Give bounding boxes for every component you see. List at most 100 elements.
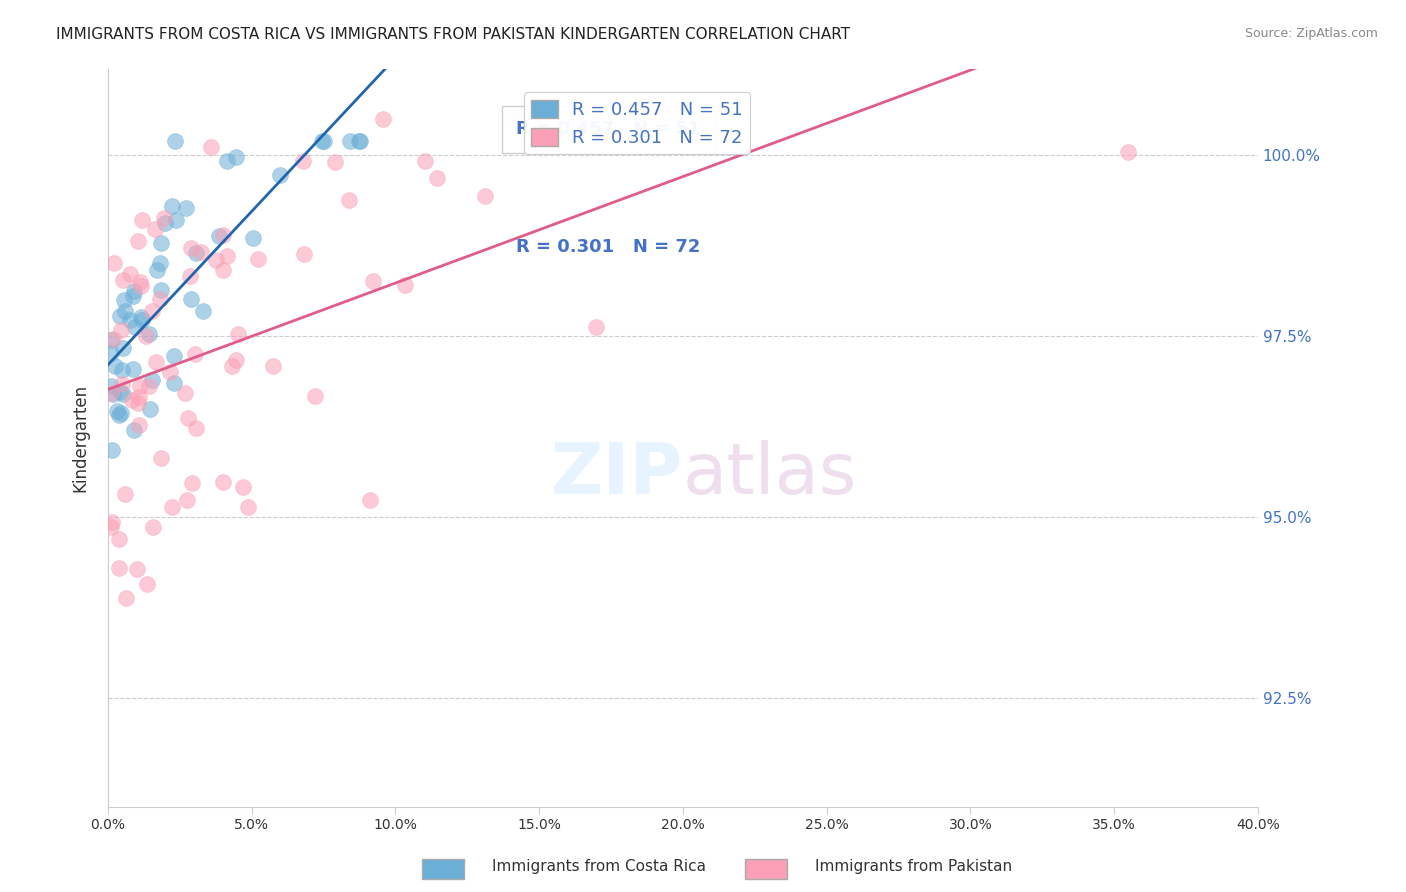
Point — [191, 304, 214, 318]
Point — [129, 310, 152, 324]
Point — [1118, 145, 1140, 159]
Point — [190, 245, 212, 260]
Point — [108, 385, 131, 400]
Point — [145, 355, 167, 369]
Point — [474, 189, 496, 203]
Point — [114, 487, 136, 501]
Text: Immigrants from Costa Rica: Immigrants from Costa Rica — [492, 859, 706, 874]
Point — [162, 376, 184, 390]
Point — [122, 284, 145, 298]
Text: IMMIGRANTS FROM COSTA RICA VS IMMIGRANTS FROM PAKISTAN KINDERGARTEN CORRELATION : IMMIGRANTS FROM COSTA RICA VS IMMIGRANTS… — [56, 27, 851, 42]
Point — [181, 475, 204, 490]
Point — [101, 387, 124, 401]
Point — [110, 406, 132, 420]
Point — [149, 256, 172, 270]
Point — [104, 359, 127, 374]
Point — [122, 423, 145, 437]
Point — [100, 520, 122, 534]
Point — [225, 150, 247, 164]
Point — [217, 248, 239, 262]
Point — [127, 234, 149, 248]
Point — [186, 246, 208, 260]
Legend: R = 0.457   N = 51, R = 0.301   N = 72: R = 0.457 N = 51, R = 0.301 N = 72 — [523, 92, 751, 154]
Point — [108, 561, 131, 575]
Point — [128, 390, 150, 404]
Point — [121, 289, 143, 303]
Point — [212, 262, 235, 277]
Point — [135, 329, 157, 343]
Point — [236, 500, 259, 514]
Text: R = 0.457   N = 51: R = 0.457 N = 51 — [516, 120, 700, 138]
Point — [323, 154, 346, 169]
Point — [141, 373, 163, 387]
Point — [111, 387, 134, 401]
Point — [111, 363, 134, 377]
Point — [179, 241, 201, 255]
Text: Source: ZipAtlas.com: Source: ZipAtlas.com — [1244, 27, 1378, 40]
Point — [347, 134, 370, 148]
Point — [135, 577, 157, 591]
Point — [138, 378, 160, 392]
Point — [371, 112, 394, 127]
Point — [100, 333, 122, 347]
Point — [100, 346, 122, 360]
Point — [180, 293, 202, 307]
Text: Immigrants from Pakistan: Immigrants from Pakistan — [815, 859, 1012, 874]
Point — [394, 278, 416, 293]
Point — [110, 322, 132, 336]
Point — [159, 365, 181, 379]
Point — [128, 379, 150, 393]
Point — [150, 236, 173, 251]
Point — [232, 480, 254, 494]
Point — [337, 193, 360, 207]
Point — [149, 451, 172, 466]
Point — [177, 411, 200, 425]
Point — [118, 268, 141, 282]
Point — [160, 500, 183, 515]
Point — [118, 313, 141, 327]
Point — [183, 346, 205, 360]
Point — [262, 359, 284, 374]
Point — [101, 515, 124, 529]
Point — [111, 376, 134, 391]
Point — [105, 403, 128, 417]
Point — [361, 274, 384, 288]
Point — [138, 402, 160, 417]
Point — [415, 154, 437, 169]
Point — [212, 227, 235, 242]
Point — [108, 532, 131, 546]
Point — [143, 222, 166, 236]
Point — [207, 229, 229, 244]
Point — [292, 154, 315, 169]
Point — [100, 378, 122, 392]
Point — [162, 199, 184, 213]
Point — [242, 231, 264, 245]
Point — [111, 273, 134, 287]
Point — [221, 359, 243, 373]
Point — [131, 313, 153, 327]
Text: ZIP: ZIP — [551, 440, 683, 509]
Point — [114, 304, 136, 318]
Point — [215, 153, 238, 168]
Point — [163, 349, 186, 363]
Point — [125, 562, 148, 576]
Point — [128, 275, 150, 289]
Point — [165, 212, 187, 227]
Point — [311, 134, 333, 148]
Point — [205, 252, 228, 267]
Point — [165, 134, 187, 148]
Point — [108, 310, 131, 324]
Point — [100, 385, 122, 400]
Point — [107, 408, 129, 422]
Point — [270, 168, 292, 182]
Text: R = 0.301   N = 72: R = 0.301 N = 72 — [516, 238, 700, 256]
Point — [112, 293, 135, 307]
Point — [176, 493, 198, 508]
Point — [121, 361, 143, 376]
Point — [212, 475, 235, 490]
Text: atlas: atlas — [683, 440, 858, 509]
Point — [304, 389, 326, 403]
Y-axis label: Kindergarten: Kindergarten — [72, 384, 89, 491]
Point — [101, 332, 124, 346]
Point — [339, 134, 361, 148]
